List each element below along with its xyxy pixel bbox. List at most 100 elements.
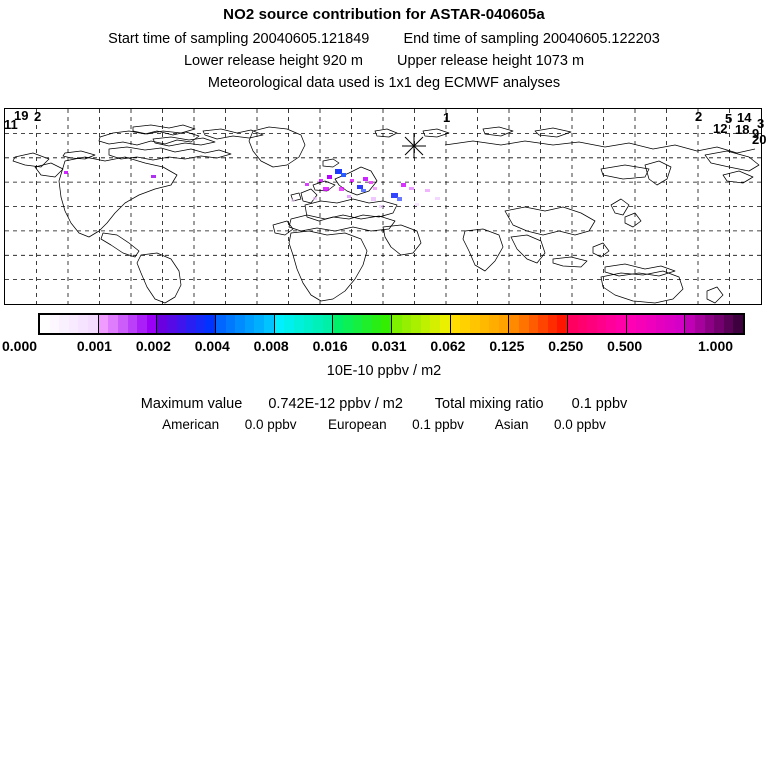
colorbar-band (723, 315, 734, 333)
colorbar-band (674, 315, 685, 333)
region-name-asian: Asian (494, 417, 529, 432)
colorbar-band (616, 315, 626, 333)
colorbar-segment-1 (98, 315, 158, 333)
colorbar-band (313, 315, 323, 333)
colorbar-segment-5 (333, 315, 393, 333)
map-trajectory-label-1: 11 (4, 117, 18, 132)
region-breakdown-row: American 0.0 ppbv European 0.1 ppbv Asia… (0, 415, 768, 435)
region-value-american: 0.0 ppbv (244, 417, 297, 432)
colorbar-segment-3 (216, 315, 275, 333)
world-map-canvas (5, 109, 761, 304)
colorbar-band (596, 315, 607, 333)
colorbar-band (88, 315, 98, 333)
colorbar-segment-4 (274, 315, 334, 333)
colorbar-band (420, 315, 431, 333)
colorbar-band (538, 315, 548, 333)
colorbar-band (411, 315, 421, 333)
colorbar-segment-8 (509, 315, 569, 333)
colorbar-band (714, 315, 724, 333)
sampling-time-row: Start time of sampling 20040605.121849 E… (0, 28, 768, 50)
colorbar-band (225, 315, 236, 333)
start-time-label: Start time of sampling (108, 31, 249, 47)
colorbar-band (704, 315, 715, 333)
colorbar-band (264, 315, 274, 333)
footer-stats: Maximum value 0.742E-12 ppbv / m2 Total … (0, 394, 768, 435)
colorbar-tick-5: 0.016 (312, 338, 348, 354)
map-trajectory-label-9: 18 (735, 122, 750, 137)
colorbar-band (489, 315, 499, 333)
colorbar-band (547, 315, 558, 333)
colorbar-tick-6: 0.031 (371, 338, 407, 354)
colorbar-band (78, 315, 89, 333)
colorbar-band (186, 315, 196, 333)
end-time-value: 20040605.122203 (542, 31, 660, 47)
maximum-value: 0.742E-12 ppbv / m2 (268, 396, 403, 412)
colorbar-band (371, 315, 382, 333)
colorbar-band (205, 315, 215, 333)
map-trajectory-label-11: 20 (752, 132, 767, 147)
colorbar-band (342, 315, 353, 333)
colorbar-band (146, 315, 157, 333)
region-name-american: American (162, 417, 220, 432)
map-trajectory-label-7: 3 (757, 116, 765, 131)
colorbar-segment-9 (568, 315, 627, 333)
colorbar-band (450, 315, 461, 333)
map-trajectory-label-6: 14 (737, 110, 752, 125)
colorbar-segment-10 (626, 315, 686, 333)
colorbar-tick-2: 0.002 (135, 338, 171, 354)
colorbar-tick-11: 1.000 (698, 338, 734, 354)
colorbar-band (137, 315, 147, 333)
region-value-asian: 0.0 ppbv (554, 417, 606, 432)
map-trajectory-label-0: 19 (14, 108, 29, 123)
colorbar-unit-label: 10E-10 ppbv / m2 (326, 363, 442, 379)
world-map-panel (4, 108, 762, 305)
page-title: NO2 source contribution for ASTAR-040605… (223, 6, 545, 23)
map-coastlines (12, 124, 760, 304)
lower-release-label: Lower release height (183, 53, 319, 69)
colorbar-tick-7: 0.062 (430, 338, 466, 354)
colorbar-band (49, 315, 60, 333)
colorbar-band (333, 315, 343, 333)
colorbar (38, 313, 745, 335)
header-block: NO2 source contribution for ASTAR-040605… (0, 0, 768, 94)
colorbar-tick-9: 0.250 (548, 338, 584, 354)
colorbar-band (509, 315, 519, 333)
colorbar-tick-labels: 0.000 0.001 0.002 0.004 0.008 0.016 0.031 0.062… (0, 338, 768, 356)
colorbar-band (460, 315, 470, 333)
colorbar-band (195, 315, 206, 333)
colorbar-band (577, 315, 588, 333)
colorbar-band (274, 315, 285, 333)
map-trajectory-label-10: 9 (752, 126, 760, 141)
colorbar-band (518, 315, 529, 333)
colorbar-band (157, 315, 167, 333)
colorbar-band (401, 315, 412, 333)
colorbar-band (362, 315, 372, 333)
release-height-row: Lower release height 920 m Upper release… (0, 50, 768, 72)
colorbar-band (59, 315, 69, 333)
plume-concentration-cells (64, 169, 440, 208)
lower-release-value: 920 m (322, 53, 363, 69)
colorbar-band (352, 315, 363, 333)
colorbar-band (322, 315, 333, 333)
colorbar-band (303, 315, 314, 333)
colorbar-segment-7 (450, 315, 510, 333)
colorbar-band (127, 315, 138, 333)
colorbar-band (665, 315, 675, 333)
colorbar-tick-0: 0.000 (2, 338, 38, 354)
colorbar-band (392, 315, 402, 333)
colorbar-band (244, 315, 255, 333)
colorbar-tick-1: 0.001 (76, 338, 112, 354)
map-trajectory-label-5: 5 (725, 111, 733, 126)
colorbar-band (40, 315, 50, 333)
total-mixing-ratio-value: 0.1 ppbv (571, 396, 628, 412)
colorbar-band (216, 315, 226, 333)
maximum-value-label: Maximum value (140, 396, 243, 412)
meteorological-data-row: Meteorological data used is 1x1 deg ECMW… (207, 75, 561, 91)
colorbar-band (166, 315, 177, 333)
map-trajectory-label-4: 2 (695, 109, 703, 124)
colorbar-segment-2 (157, 315, 217, 333)
colorbar-band (469, 315, 480, 333)
release-site-star-icon (402, 134, 426, 158)
colorbar-segment-0 (40, 315, 99, 333)
start-time-value: 20040605.121849 (252, 31, 370, 47)
